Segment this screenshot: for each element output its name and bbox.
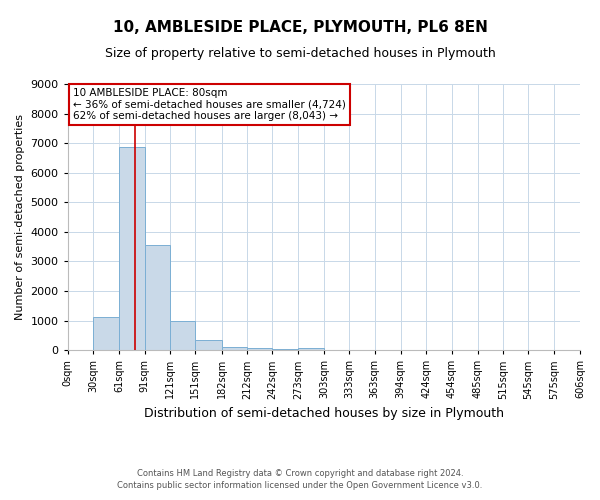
X-axis label: Distribution of semi-detached houses by size in Plymouth: Distribution of semi-detached houses by … (144, 407, 504, 420)
Bar (196, 340, 221, 350)
Bar (247, 348, 272, 350)
Text: 10, AMBLESIDE PLACE, PLYMOUTH, PL6 8EN: 10, AMBLESIDE PLACE, PLYMOUTH, PL6 8EN (113, 20, 487, 35)
Bar (272, 348, 298, 350)
Bar (145, 245, 170, 350)
Bar (119, 146, 145, 350)
Text: Contains HM Land Registry data © Crown copyright and database right 2024.: Contains HM Land Registry data © Crown c… (137, 468, 463, 477)
Text: 10 AMBLESIDE PLACE: 80sqm
← 36% of semi-detached houses are smaller (4,724)
62% : 10 AMBLESIDE PLACE: 80sqm ← 36% of semi-… (73, 88, 346, 121)
Bar (170, 322, 196, 350)
Y-axis label: Number of semi-detached properties: Number of semi-detached properties (15, 114, 25, 320)
Bar (93, 316, 119, 350)
Text: Contains public sector information licensed under the Open Government Licence v3: Contains public sector information licen… (118, 481, 482, 490)
Bar (221, 346, 247, 350)
Bar (298, 348, 324, 350)
Text: Size of property relative to semi-detached houses in Plymouth: Size of property relative to semi-detach… (104, 48, 496, 60)
